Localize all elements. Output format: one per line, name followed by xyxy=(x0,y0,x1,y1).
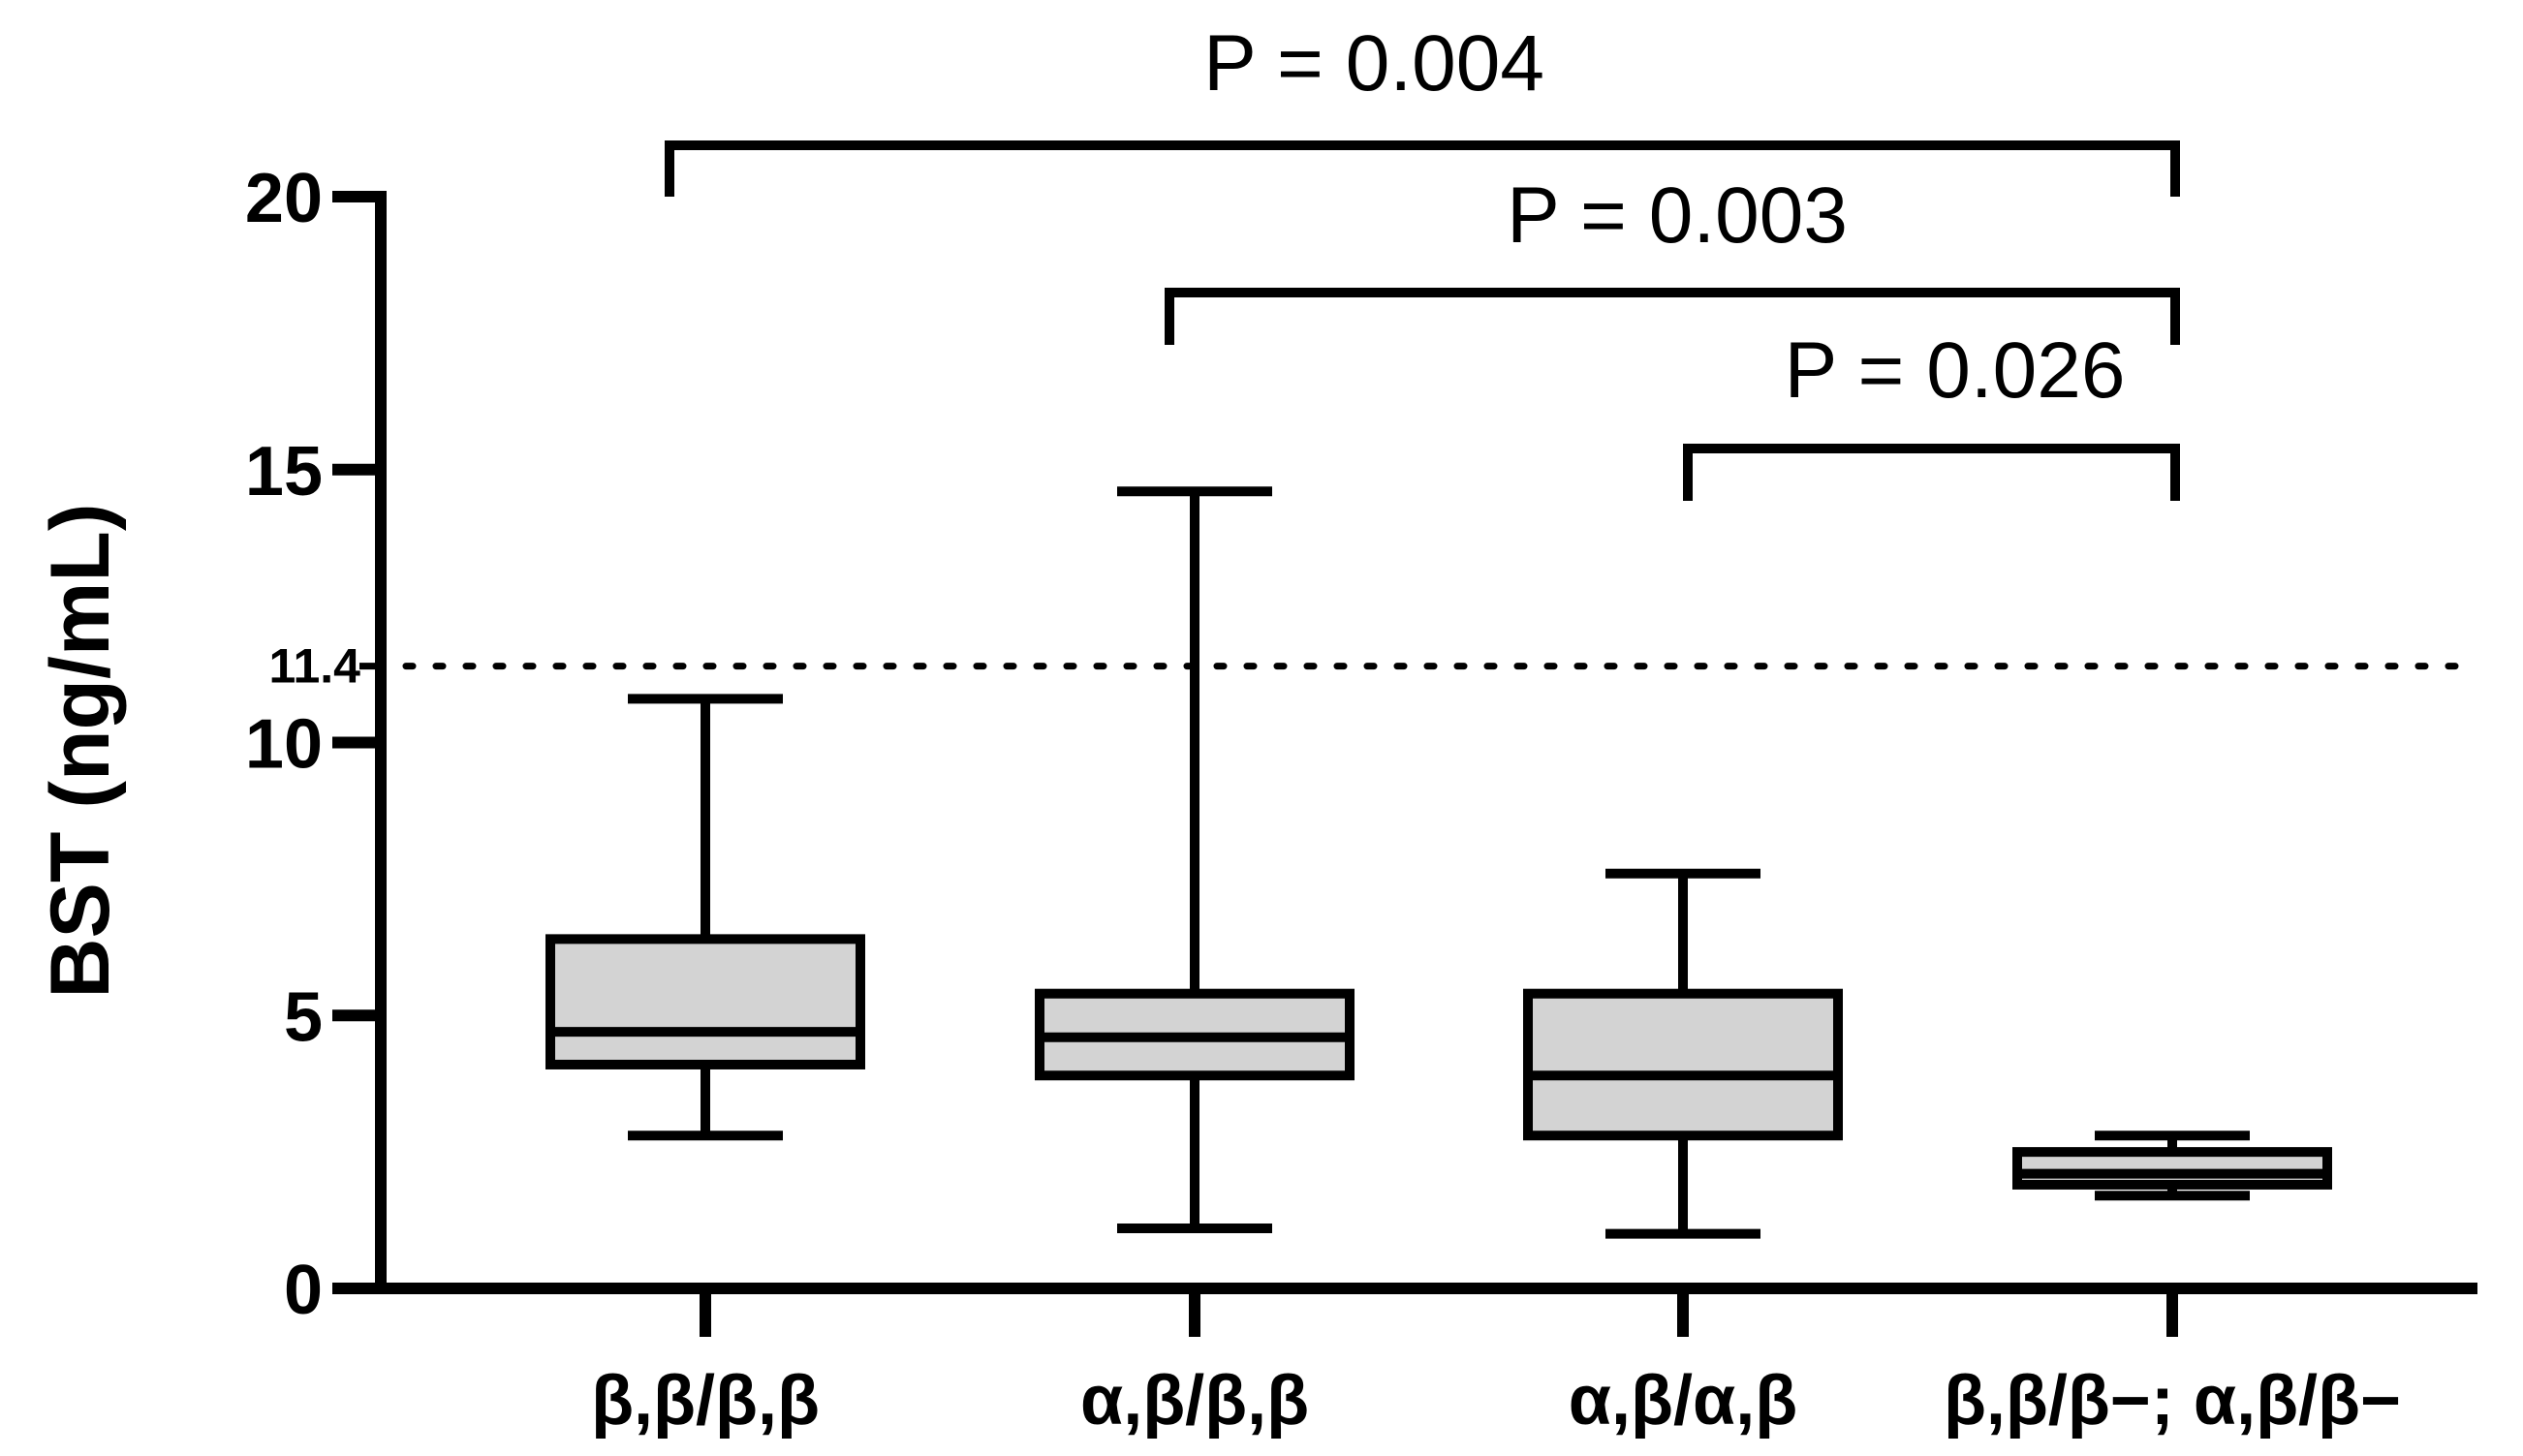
box-group xyxy=(2012,1131,2332,1201)
axes-layer: BST (ng/mL) 0 5 10 15 20 11.4 β,β/β,β α,β/β,β α,… xyxy=(34,160,2477,1440)
bracket-line xyxy=(665,140,2180,197)
comparison-bracket: P = 0.003 xyxy=(1165,171,2180,345)
y-tick-label: 0 xyxy=(284,1252,323,1329)
x-tick-label: β,β/β,β xyxy=(591,1362,820,1440)
boxes-layer xyxy=(545,486,2332,1239)
box-group xyxy=(545,694,865,1141)
box-group xyxy=(1523,868,1843,1239)
bracket-line xyxy=(1165,288,2180,345)
comparison-bracket: P = 0.004 xyxy=(665,19,2180,197)
p-value-label: P = 0.004 xyxy=(1203,19,1544,108)
iqr-box xyxy=(1523,988,1843,1141)
p-value-label: P = 0.003 xyxy=(1507,171,1848,260)
y-axis-label: BST (ng/mL) xyxy=(34,503,127,998)
x-tick-label: α,β/α,β xyxy=(1569,1362,1797,1440)
bracket-line xyxy=(1683,444,2180,501)
x-tick-label: β,β/β−; α,β/β− xyxy=(1944,1362,2401,1440)
reference-line-label: 11.4 xyxy=(268,639,360,694)
y-tick-label: 20 xyxy=(245,160,323,237)
iqr-box xyxy=(2012,1147,2332,1190)
comparisons-layer: P = 0.004 P = 0.003 P = 0.026 xyxy=(665,19,2180,501)
iqr-box xyxy=(545,934,865,1069)
p-value-label: P = 0.026 xyxy=(1785,326,2126,415)
y-tick-label: 10 xyxy=(245,706,323,784)
y-tick-label: 5 xyxy=(284,978,323,1056)
y-tick-label: 15 xyxy=(245,433,323,511)
comparison-bracket: P = 0.026 xyxy=(1683,326,2180,501)
box-group xyxy=(1035,486,1355,1234)
x-tick-label: α,β/β,β xyxy=(1080,1362,1309,1440)
